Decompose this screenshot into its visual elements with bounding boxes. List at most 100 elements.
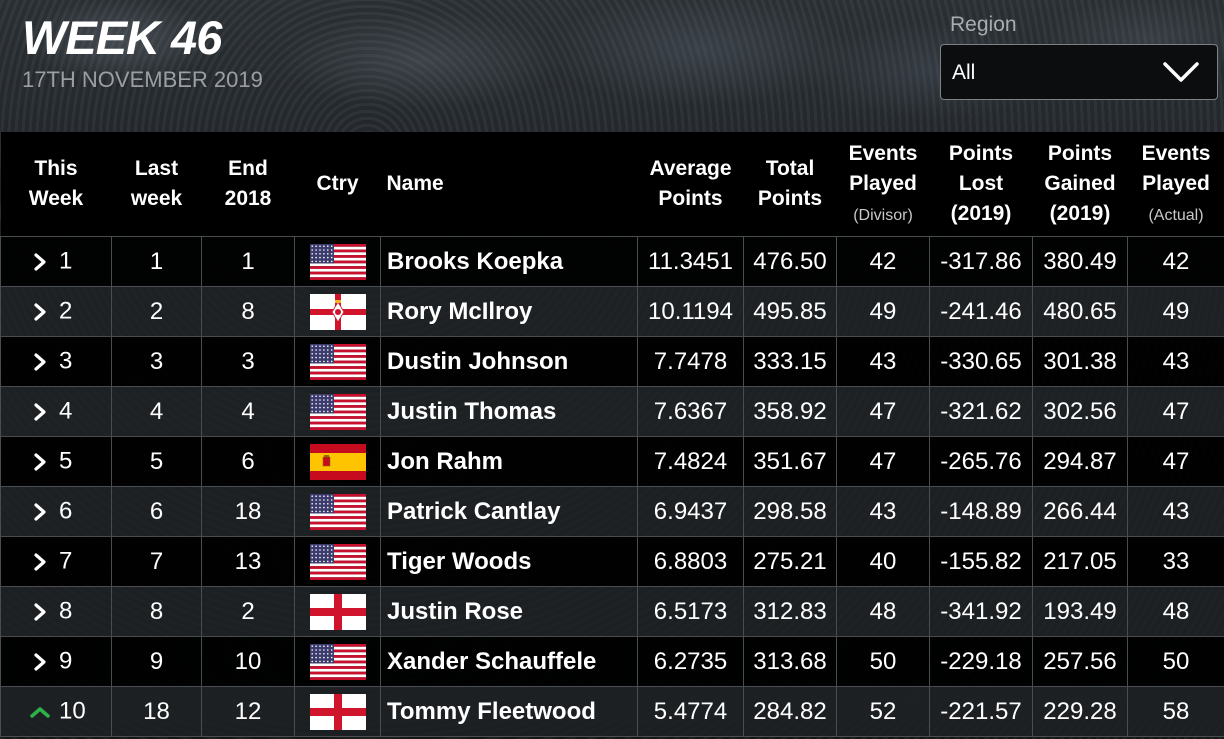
- col-this-week[interactable]: This Week: [0, 132, 112, 237]
- chevron-right-icon: [34, 353, 46, 371]
- cell-points-gained: 480.65: [1032, 286, 1128, 337]
- cell-end-2018: 2: [201, 586, 295, 637]
- cell-last-week: 7: [111, 536, 202, 587]
- col-country[interactable]: Ctry: [294, 132, 381, 237]
- cell-this-week[interactable]: 2: [0, 286, 112, 337]
- table-row[interactable]: 5 5 6 Jon Rahm 7.4824 351.67 47 -265.76 294.87 47: [0, 436, 1224, 487]
- cell-this-week[interactable]: 9: [0, 636, 112, 687]
- cell-player-name[interactable]: Tiger Woods: [380, 536, 638, 587]
- table-row[interactable]: 9 9 10 Xander Schauffele 6.2735 313.68 50 -229.…: [0, 636, 1224, 687]
- cell-player-name[interactable]: Jon Rahm: [380, 436, 638, 487]
- cell-average-points: 6.2735: [637, 636, 744, 687]
- cell-events-divisor: 43: [836, 486, 930, 537]
- cell-average-points: 5.4774: [637, 686, 744, 737]
- cell-points-gained: 217.05: [1032, 536, 1128, 587]
- table-row[interactable]: 3 3 3 Dustin Johnson 7.7478 333.15 43 -330.65 30…: [0, 336, 1224, 387]
- col-points-lost[interactable]: Points Lost (2019): [929, 132, 1033, 237]
- cell-points-lost: -330.65: [929, 336, 1033, 387]
- usa-flag-icon: [309, 343, 366, 380]
- page-title: WEEK 46: [22, 11, 222, 64]
- cell-this-week[interactable]: 8: [0, 586, 112, 637]
- cell-country: [294, 636, 381, 687]
- cell-player-name[interactable]: Justin Rose: [380, 586, 638, 637]
- cell-country: [294, 236, 381, 287]
- usa-flag-icon: [309, 243, 366, 280]
- cell-events-actual: 43: [1127, 336, 1224, 387]
- table-row[interactable]: 2 2 8 Rory McIlroy 10.1194 495.85 49 -241.46 480…: [0, 286, 1224, 337]
- cell-end-2018: 12: [201, 686, 295, 737]
- cell-player-name[interactable]: Brooks Koepka: [380, 236, 638, 287]
- england-flag-icon: [309, 693, 366, 730]
- cell-average-points: 7.6367: [637, 386, 744, 437]
- cell-this-week[interactable]: 1: [0, 236, 112, 287]
- cell-this-week[interactable]: 3: [0, 336, 112, 387]
- table-row[interactable]: 1 1 1 Brooks Koepka 11.3451 476.50 42 -317.86 38…: [0, 236, 1224, 287]
- table-row[interactable]: 6 6 18 Patrick Cantlay 6.9437 298.58 43 -148.89…: [0, 486, 1224, 537]
- col-events-divisor[interactable]: Events Played (Divisor): [836, 132, 930, 237]
- cell-events-actual: 43: [1127, 486, 1224, 537]
- cell-total-points: 333.15: [743, 336, 837, 387]
- cell-average-points: 6.8803: [637, 536, 744, 587]
- table-row[interactable]: 4 4 4 Justin Thomas 7.6367 358.92 47 -321.62 302…: [0, 386, 1224, 437]
- cell-end-2018: 3: [201, 336, 295, 387]
- col-total-points[interactable]: Total Points: [743, 132, 837, 237]
- cell-this-week[interactable]: 7: [0, 536, 112, 587]
- usa-flag-icon: [309, 493, 366, 530]
- cell-average-points: 7.4824: [637, 436, 744, 487]
- cell-average-points: 6.5173: [637, 586, 744, 637]
- cell-events-divisor: 47: [836, 386, 930, 437]
- chevron-down-icon: [1163, 62, 1199, 82]
- cell-player-name[interactable]: Tommy Fleetwood: [380, 686, 638, 737]
- cell-average-points: 10.1194: [637, 286, 744, 337]
- col-points-gained[interactable]: Points Gained (2019): [1032, 132, 1128, 237]
- cell-points-lost: -229.18: [929, 636, 1033, 687]
- cell-this-week[interactable]: 5: [0, 436, 112, 487]
- cell-last-week: 2: [111, 286, 202, 337]
- cell-country: [294, 536, 381, 587]
- region-select[interactable]: All: [940, 44, 1218, 100]
- ranking-date: 17TH NOVEMBER 2019: [22, 67, 263, 92]
- chevron-right-icon: [34, 603, 46, 621]
- cell-player-name[interactable]: Dustin Johnson: [380, 336, 638, 387]
- usa-flag-icon: [309, 643, 366, 680]
- spain-flag-icon: [309, 443, 366, 480]
- table-row[interactable]: 7 7 13 Tiger Woods 6.8803 275.21 40 -155.82 217.…: [0, 536, 1224, 587]
- cell-last-week: 8: [111, 586, 202, 637]
- cell-this-week[interactable]: 4: [0, 386, 112, 437]
- cell-this-week[interactable]: 6: [0, 486, 112, 537]
- cell-events-actual: 50: [1127, 636, 1224, 687]
- cell-country: [294, 336, 381, 387]
- cell-country: [294, 686, 381, 737]
- cell-player-name[interactable]: Patrick Cantlay: [380, 486, 638, 537]
- cell-points-gained: 380.49: [1032, 236, 1128, 287]
- cell-events-divisor: 52: [836, 686, 930, 737]
- table-row[interactable]: 10 18 12 Tommy Fleetwood 5.4774 284.82 52 -221.…: [0, 686, 1224, 737]
- col-last-week[interactable]: Last week: [111, 132, 202, 237]
- col-average-points[interactable]: Average Points: [637, 132, 744, 237]
- cell-events-actual: 49: [1127, 286, 1224, 337]
- cell-average-points: 11.3451: [637, 236, 744, 287]
- cell-player-name[interactable]: Justin Thomas: [380, 386, 638, 437]
- cell-events-divisor: 42: [836, 236, 930, 287]
- cell-player-name[interactable]: Rory McIlroy: [380, 286, 638, 337]
- cell-events-divisor: 40: [836, 536, 930, 587]
- col-name[interactable]: Name: [380, 132, 638, 237]
- cell-points-gained: 229.28: [1032, 686, 1128, 737]
- col-end-2018[interactable]: End 2018: [201, 132, 295, 237]
- rankings-table: This Week Last week End 2018 Ctry Name Aver…: [0, 132, 1224, 737]
- cell-player-name[interactable]: Xander Schauffele: [380, 636, 638, 687]
- cell-points-lost: -341.92: [929, 586, 1033, 637]
- cell-events-actual: 58: [1127, 686, 1224, 737]
- cell-last-week: 6: [111, 486, 202, 537]
- chevron-right-icon: [34, 653, 46, 671]
- cell-points-lost: -221.57: [929, 686, 1033, 737]
- cell-this-week[interactable]: 10: [0, 686, 112, 737]
- arrow-up-icon: [30, 707, 50, 718]
- col-events-actual[interactable]: Events Played (Actual): [1127, 132, 1224, 237]
- cell-total-points: 312.83: [743, 586, 837, 637]
- cell-total-points: 358.92: [743, 386, 837, 437]
- cell-events-divisor: 49: [836, 286, 930, 337]
- cell-total-points: 275.21: [743, 536, 837, 587]
- cell-total-points: 495.85: [743, 286, 837, 337]
- table-row[interactable]: 8 8 2 Justin Rose 6.5173 312.83 48 -341.92 193.4…: [0, 586, 1224, 637]
